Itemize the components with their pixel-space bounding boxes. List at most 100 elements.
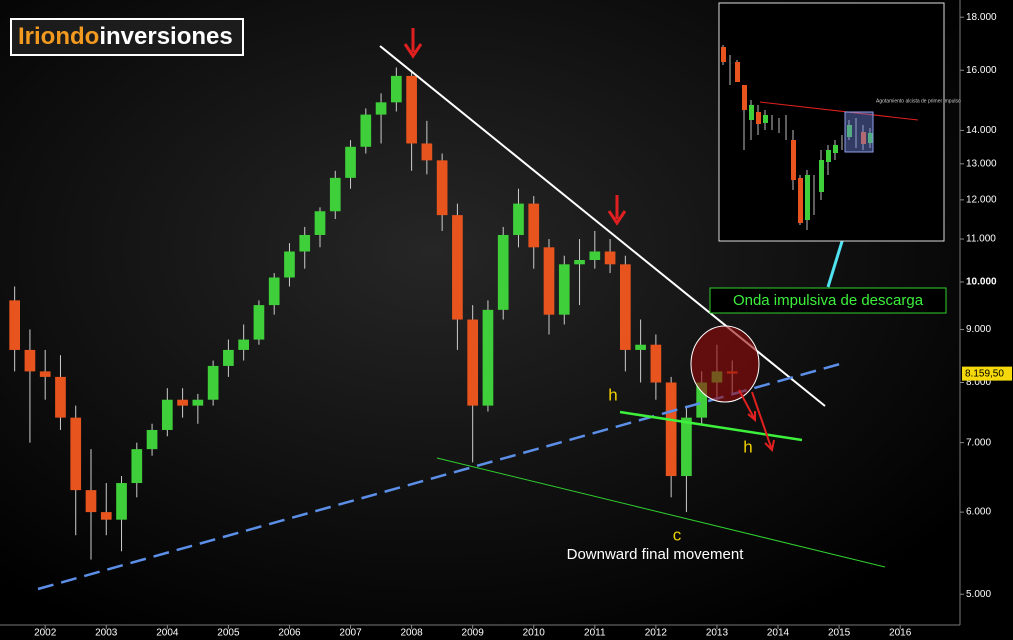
candle-body — [574, 260, 585, 265]
candle-body — [70, 417, 82, 491]
candle-body — [436, 160, 448, 216]
highlight-circle — [690, 325, 760, 403]
candle-body — [696, 382, 708, 418]
candle-body — [452, 215, 463, 320]
candle-body — [9, 300, 20, 350]
y-tick-label: 12.000 — [966, 194, 997, 205]
candle-body — [192, 399, 204, 406]
lower-channel-line — [436, 457, 886, 568]
candle-body — [681, 417, 692, 477]
wave-label: h — [608, 385, 617, 404]
candle-body — [55, 376, 66, 418]
x-tick-label: 2002 — [34, 628, 57, 639]
candle-body — [421, 143, 433, 161]
candle-body — [620, 264, 631, 350]
red-down-arrow — [403, 28, 423, 59]
candle-body — [268, 277, 280, 306]
inset-highlight — [844, 111, 874, 153]
candle-body — [406, 75, 417, 144]
candle-body — [238, 339, 250, 350]
candle-body — [345, 146, 356, 178]
annotations: h h c Downward final movement Onda impul… — [37, 28, 947, 591]
x-tick-label: 2008 — [400, 628, 423, 639]
candle-body — [528, 203, 540, 248]
candles — [9, 67, 738, 560]
y-tick-label: 14.000 — [966, 125, 997, 136]
inset-note: Agotamiento alcista de primer impulso — [876, 98, 961, 104]
x-tick-label: 2015 — [828, 628, 851, 639]
candle-body — [161, 399, 173, 430]
x-tick-label: 2013 — [706, 628, 729, 639]
candle-body — [329, 177, 341, 212]
annotation-text: Downward final movement — [567, 546, 745, 563]
candle-body — [207, 365, 219, 400]
inset-trendline — [759, 101, 919, 121]
red-arrow — [751, 391, 775, 453]
inset-down-candles — [721, 47, 866, 223]
candle-body — [24, 349, 36, 372]
x-tick-label: 2012 — [645, 628, 668, 639]
support-line — [37, 362, 841, 591]
candle-body — [131, 449, 143, 484]
candle-body — [513, 203, 524, 235]
logo: Iriondoinversiones — [10, 18, 244, 56]
candle-body — [558, 264, 570, 315]
logo-text: Iriondoinversiones — [18, 23, 233, 50]
y-tick-label: 11.000 — [966, 234, 996, 245]
candle-body — [635, 344, 646, 350]
candle-body — [146, 429, 158, 450]
candle-body — [482, 309, 494, 406]
y-tick-label: 6.000 — [966, 507, 991, 518]
y-tick-label: 10.000 — [966, 277, 997, 288]
neckline — [619, 410, 803, 442]
annotation-text: Onda impulsiva de descarga — [733, 292, 924, 309]
axes: 5.000 6.000 7.000 8.000 9.000 10.000 11.000 12.… — [34, 12, 1012, 639]
candle-body — [390, 75, 402, 103]
x-tick-label: 2011 — [584, 628, 606, 639]
candle-body — [299, 234, 311, 252]
x-tick-label: 2007 — [339, 628, 362, 639]
candle-body — [85, 490, 97, 513]
y-tick-label: 7.000 — [966, 437, 991, 448]
candle-body — [223, 349, 234, 366]
candle-body — [116, 483, 127, 520]
candle-body — [375, 102, 387, 115]
candle-body — [360, 114, 372, 147]
last-price-label: 8.159,50 — [965, 368, 1004, 379]
candle-body — [604, 251, 616, 265]
candle-body — [39, 371, 51, 377]
x-tick-label: 2016 — [889, 628, 912, 639]
inset-frame — [718, 2, 945, 242]
candle-body — [177, 399, 188, 406]
candle-body — [650, 344, 662, 383]
y-tick-label: 18.000 — [966, 12, 997, 23]
x-tick-label: 2004 — [156, 628, 179, 639]
inset: Agotamiento alcista de primer impulso — [718, 2, 961, 242]
candle-body — [467, 319, 479, 406]
y-tick-label: 5.000 — [966, 589, 991, 600]
logo-inner — [12, 20, 242, 54]
wave-label: c — [673, 525, 682, 544]
inset-up-candles — [749, 105, 873, 220]
wave-label: h — [743, 437, 752, 456]
candle-body — [253, 305, 265, 340]
y-tick-label: 16.000 — [966, 65, 997, 76]
candle-body — [543, 247, 555, 315]
x-tick-label: 2003 — [95, 628, 118, 639]
candle-body — [314, 211, 326, 235]
candle-body — [100, 512, 112, 520]
candle-body — [665, 382, 677, 477]
y-tick-label: 13.000 — [966, 158, 997, 169]
x-tick-label: 2014 — [767, 628, 790, 639]
annotation-box — [709, 287, 947, 314]
y-tick-label: 8.000 — [966, 377, 991, 388]
x-tick-label: 2009 — [462, 628, 485, 639]
x-tick-label: 2010 — [523, 628, 546, 639]
last-price-box — [962, 366, 1012, 381]
y-tick-label: 9.000 — [966, 324, 991, 335]
candle-body — [497, 234, 509, 310]
x-tick-label: 2005 — [217, 628, 240, 639]
candle-body — [284, 251, 295, 278]
x-tick-label: 2006 — [278, 628, 301, 639]
